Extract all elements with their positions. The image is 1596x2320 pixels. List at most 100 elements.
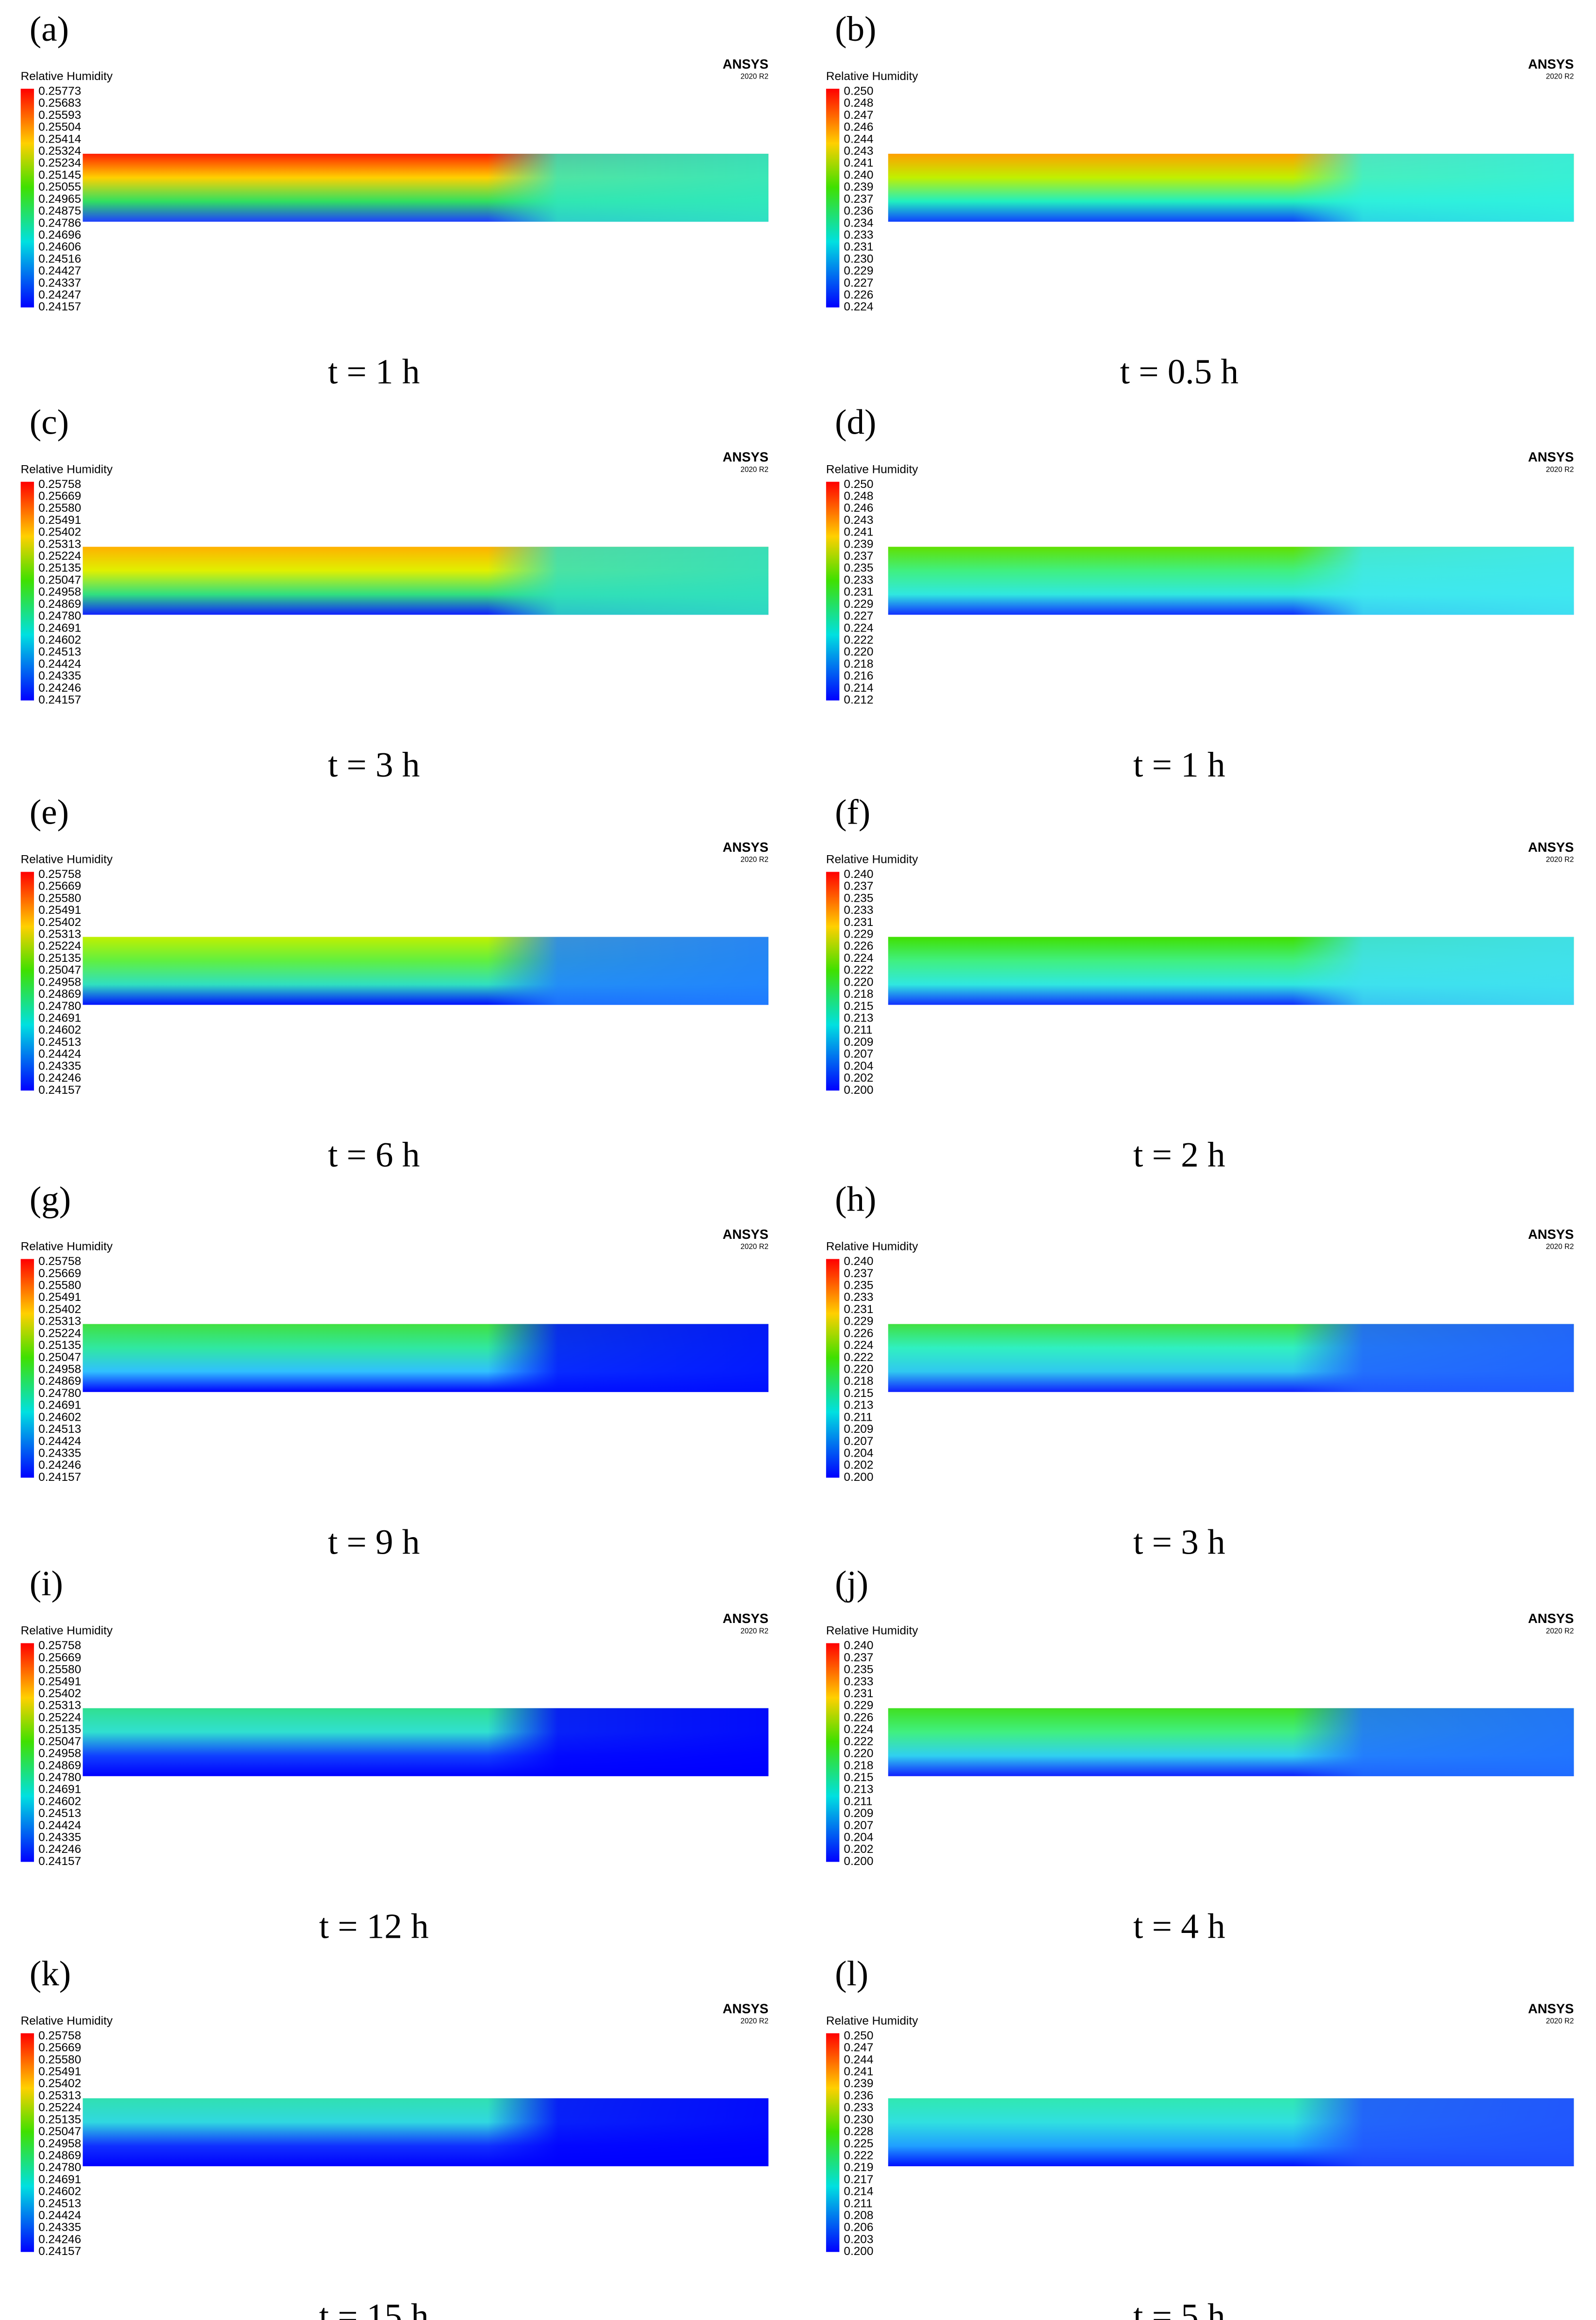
legend-label: 0.237 <box>844 1651 873 1664</box>
legend-label: 0.240 <box>844 1639 873 1652</box>
legend-label: 0.211 <box>844 1411 872 1424</box>
panel-label: (g) <box>30 1180 71 1219</box>
legend-label: 0.215 <box>844 1387 873 1400</box>
legend-label: 0.200 <box>844 1855 873 1868</box>
colorbar <box>826 482 840 701</box>
legend-label: 0.217 <box>844 2173 873 2186</box>
legend-label: 0.24337 <box>38 276 81 290</box>
version: 2020 R2 <box>1546 2017 1574 2026</box>
brand: ANSYS <box>723 840 768 855</box>
legend-label: 0.25773 <box>38 84 81 97</box>
brand: ANSYS <box>1528 450 1574 465</box>
legend-label: 0.24157 <box>38 1084 81 1097</box>
colorbar <box>826 1259 840 1478</box>
legend-label: 0.25758 <box>38 2029 81 2042</box>
legend-label: 0.237 <box>844 1267 873 1280</box>
legend-label: 0.228 <box>844 2125 873 2138</box>
legend-label: 0.25135 <box>38 1723 81 1736</box>
legend-label: 0.24780 <box>38 1000 81 1013</box>
colorbar <box>20 1259 34 1478</box>
legend-label: 0.241 <box>844 157 873 170</box>
version: 2020 R2 <box>741 2017 769 2026</box>
legend-label: 0.202 <box>844 1843 873 1856</box>
panel: (d) Relative Humidity 0.2500.2480.2460.243… <box>826 402 1574 784</box>
legend-label: 0.24602 <box>38 1411 81 1424</box>
legend-label: 0.24691 <box>38 1399 81 1412</box>
legend-label: 0.25758 <box>38 1255 81 1268</box>
contour-fade <box>488 1324 769 1392</box>
legend-label: 0.24246 <box>38 1071 81 1085</box>
legend-label: 0.25135 <box>38 1339 81 1352</box>
legend-label: 0.235 <box>844 892 873 905</box>
legend-label: 0.24869 <box>38 1375 81 1388</box>
legend-title: Relative Humidity <box>826 853 918 866</box>
legend-label: 0.24335 <box>38 1059 81 1072</box>
contour-fade <box>488 937 769 1005</box>
legend-label: 0.237 <box>844 550 873 563</box>
panel-label: (i) <box>30 1564 63 1603</box>
colorbar <box>20 88 34 308</box>
legend-label: 0.24869 <box>38 598 81 611</box>
brand: ANSYS <box>723 56 768 71</box>
legend-label: 0.24780 <box>38 1387 81 1400</box>
legend-label: 0.24427 <box>38 264 81 277</box>
panel: (g) Relative Humidity 0.257580.256690.2558… <box>20 1180 769 1561</box>
legend-label: 0.25580 <box>38 1663 81 1676</box>
legend-label: 0.200 <box>844 1084 873 1097</box>
legend-label: 0.233 <box>844 2101 873 2114</box>
legend-label: 0.235 <box>844 1279 873 1292</box>
legend-label: 0.25580 <box>38 892 81 905</box>
legend-label: 0.24696 <box>38 228 81 242</box>
legend-label: 0.239 <box>844 2077 873 2090</box>
legend-label: 0.25491 <box>38 2065 81 2078</box>
legend-label: 0.209 <box>844 1036 873 1049</box>
caption: t = 4 h <box>1133 1906 1225 1946</box>
legend-label: 0.233 <box>844 573 873 586</box>
legend-label: 0.229 <box>844 1315 873 1328</box>
legend-label: 0.226 <box>844 1327 873 1340</box>
legend-label: 0.209 <box>844 1807 873 1820</box>
legend-label: 0.24335 <box>38 2221 81 2234</box>
colorbar <box>826 88 840 308</box>
legend-label: 0.25758 <box>38 478 81 491</box>
legend-label: 0.229 <box>844 928 873 941</box>
caption: t = 3 h <box>328 745 420 784</box>
panel-label: (c) <box>30 402 69 441</box>
legend-label: 0.24335 <box>38 669 81 682</box>
legend-label: 0.25047 <box>38 2125 81 2138</box>
legend-label: 0.24602 <box>38 2185 81 2198</box>
legend-label: 0.25055 <box>38 180 81 194</box>
legend-label: 0.206 <box>844 2221 873 2234</box>
version: 2020 R2 <box>1546 856 1574 864</box>
legend-title: Relative Humidity <box>21 853 113 866</box>
contour-fade <box>1293 937 1574 1005</box>
legend-label: 0.248 <box>844 97 873 110</box>
legend-label: 0.247 <box>844 109 873 122</box>
version: 2020 R2 <box>1546 1627 1574 1635</box>
legend-label: 0.220 <box>844 646 873 659</box>
legend-label: 0.231 <box>844 241 873 254</box>
legend-label: 0.230 <box>844 2113 873 2126</box>
legend-title: Relative Humidity <box>826 2014 918 2028</box>
legend-label: 0.24602 <box>38 633 81 647</box>
legend-label: 0.204 <box>844 1831 873 1844</box>
legend-label: 0.222 <box>844 1735 873 1748</box>
legend-label: 0.200 <box>844 2245 873 2258</box>
legend-label: 0.207 <box>844 1435 873 1448</box>
legend-label: 0.241 <box>844 2065 873 2078</box>
legend-label: 0.243 <box>844 145 873 158</box>
legend-label: 0.216 <box>844 669 873 682</box>
legend-label: 0.224 <box>844 952 873 965</box>
legend-label: 0.25224 <box>38 550 81 563</box>
legend-label: 0.204 <box>844 1446 873 1460</box>
legend-label: 0.24869 <box>38 2149 81 2162</box>
legend-label: 0.231 <box>844 1687 873 1700</box>
legend-label: 0.24335 <box>38 1831 81 1844</box>
caption: t = 5 h <box>1133 2297 1225 2320</box>
legend-label: 0.25669 <box>38 2041 81 2054</box>
contour-fade <box>1293 153 1574 222</box>
legend-title: Relative Humidity <box>826 463 918 476</box>
version: 2020 R2 <box>741 856 769 864</box>
legend-label: 0.25669 <box>38 880 81 893</box>
